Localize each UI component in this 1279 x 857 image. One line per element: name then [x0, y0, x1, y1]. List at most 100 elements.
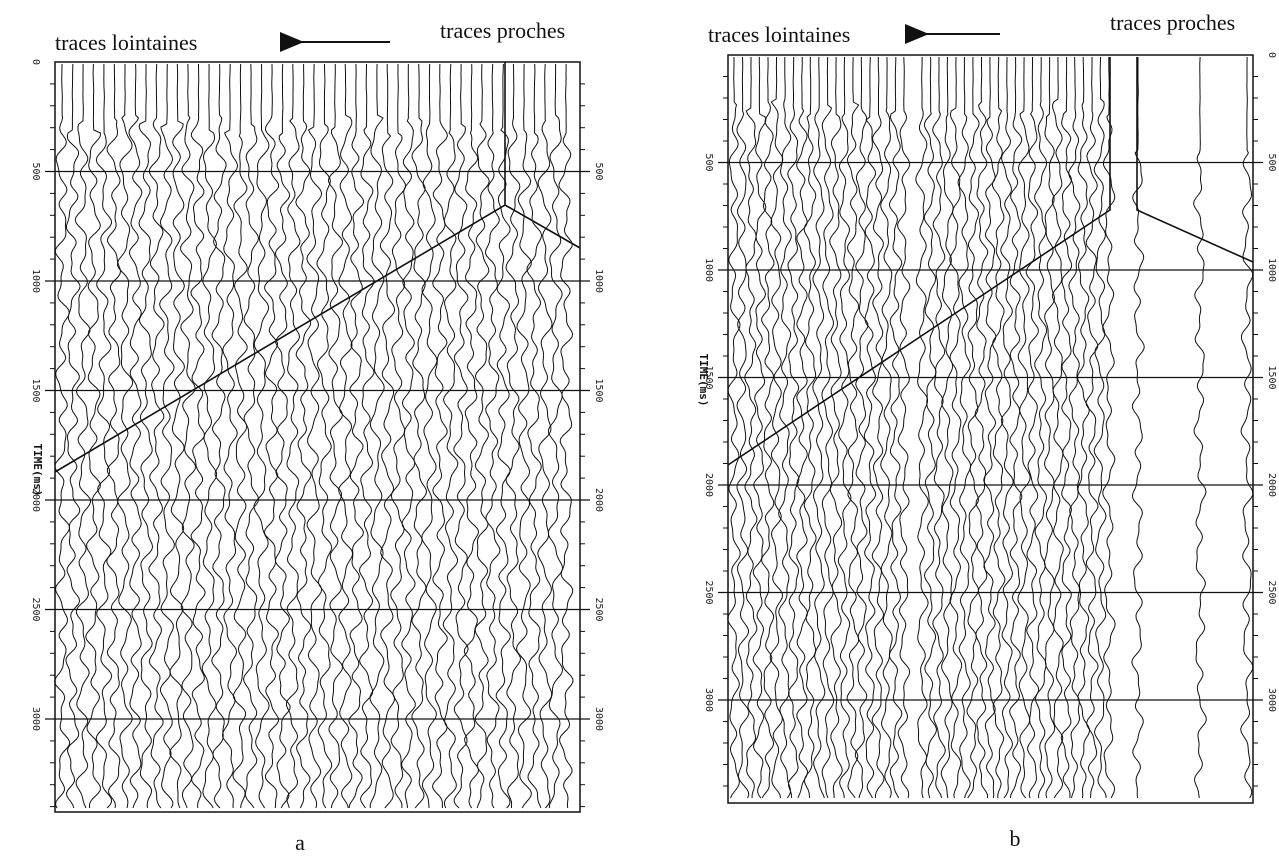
- trace: [727, 57, 741, 799]
- trace: [863, 57, 877, 799]
- trace: [505, 63, 522, 809]
- trace: [242, 63, 260, 809]
- trace: [1093, 56, 1107, 799]
- trace: [966, 56, 980, 799]
- trace: [453, 64, 469, 809]
- trace: [974, 57, 989, 799]
- trace: [116, 64, 134, 809]
- far-label: traces lointaines: [708, 22, 850, 47]
- trace: [940, 56, 954, 799]
- trace: [390, 64, 407, 809]
- trace: [190, 64, 206, 809]
- trace: [484, 63, 501, 809]
- trace: [180, 64, 197, 809]
- tick-label: 1500: [593, 378, 604, 402]
- tick-label: 500: [593, 162, 604, 180]
- trace: [547, 64, 564, 809]
- trace: [991, 57, 1006, 798]
- panel-label: b: [1010, 826, 1021, 851]
- trace: [358, 64, 375, 809]
- trace: [338, 63, 354, 809]
- trace: [201, 63, 218, 809]
- trace: [1043, 56, 1056, 799]
- trace: [1131, 57, 1145, 799]
- trace: [221, 64, 239, 809]
- trace: [957, 56, 972, 799]
- near-label: traces proches: [1110, 10, 1235, 35]
- trace: [896, 56, 911, 799]
- trace: [1102, 57, 1116, 799]
- trace: [821, 56, 835, 799]
- trace: [1017, 57, 1031, 799]
- trace: [932, 57, 946, 799]
- tick-label: 500: [30, 162, 41, 180]
- trace: [812, 56, 826, 799]
- trace: [169, 63, 186, 809]
- trace: [915, 57, 929, 799]
- trace: [106, 63, 122, 809]
- tick-label: 2500: [30, 597, 41, 621]
- trace: [537, 63, 553, 809]
- trace: [369, 63, 385, 809]
- trace: [463, 63, 480, 809]
- trace: [1009, 57, 1023, 799]
- tick-label: 3000: [703, 688, 714, 712]
- trace: [316, 64, 333, 809]
- trace: [744, 57, 758, 798]
- trace: [837, 56, 852, 799]
- tick-label: 1000: [593, 269, 604, 293]
- trace: [846, 57, 860, 799]
- overlay: 0 500 1000 1500 2000 2500 3000 500 1000 1500 2000 2…: [30, 52, 1277, 808]
- trace: [558, 64, 574, 809]
- trace: [401, 63, 416, 809]
- trace: [888, 57, 903, 799]
- tick-label: 2000: [703, 473, 714, 497]
- trace: [274, 63, 291, 809]
- trace: [871, 57, 885, 799]
- trace: [949, 57, 963, 799]
- tick-label: 3000: [593, 707, 604, 731]
- trace: [515, 64, 532, 809]
- trace: [442, 63, 459, 809]
- trace: [1060, 56, 1073, 799]
- tick-label: 0: [1266, 52, 1277, 58]
- tick-label: 1000: [1266, 258, 1277, 282]
- tick-label: 1000: [703, 258, 714, 282]
- tick-label: 1500: [703, 365, 714, 389]
- trace: [796, 57, 809, 799]
- trace: [379, 64, 396, 809]
- tick-label: 2000: [593, 488, 604, 512]
- trace: [1240, 57, 1254, 799]
- far-label: traces lointaines: [55, 30, 197, 55]
- trace: [232, 64, 248, 809]
- trace: [431, 63, 448, 808]
- trace: [1051, 57, 1064, 799]
- trace: [474, 63, 490, 809]
- trace: [854, 57, 869, 799]
- trace: [253, 63, 270, 809]
- trace: [803, 56, 817, 799]
- tick-label: 1500: [30, 378, 41, 402]
- trace: [285, 63, 301, 809]
- near-label: traces proches: [440, 18, 565, 43]
- trace: [778, 57, 792, 799]
- trace: [74, 64, 92, 809]
- pick-line: [727, 57, 1111, 466]
- tick-label: 1000: [30, 269, 41, 293]
- panel-frame: [54, 61, 581, 813]
- trace: [1000, 57, 1014, 799]
- trace: [736, 56, 750, 799]
- trace: [211, 63, 227, 809]
- panel-label: a: [295, 830, 305, 855]
- trace: [421, 63, 438, 809]
- tick-label: 500: [1266, 153, 1277, 171]
- trace: [923, 56, 938, 799]
- trace: [1034, 56, 1048, 798]
- tick-label: 2500: [1266, 580, 1277, 604]
- trace: [348, 63, 365, 809]
- trace: [148, 63, 165, 809]
- tick-label: 1500: [1266, 365, 1277, 389]
- trace: [1193, 56, 1207, 799]
- tick-label: 2500: [593, 597, 604, 621]
